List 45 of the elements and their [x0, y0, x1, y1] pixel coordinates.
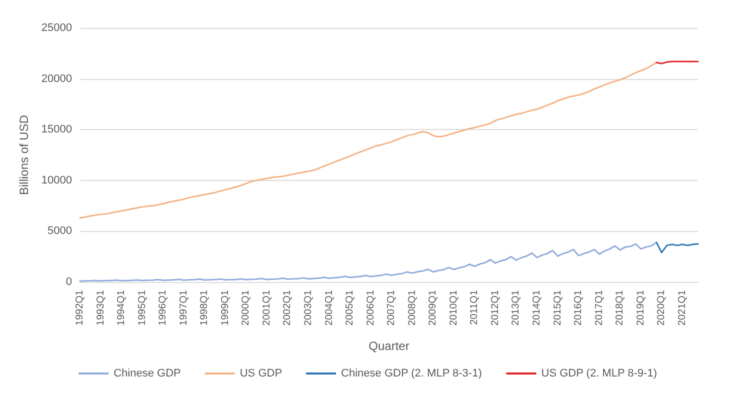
x-tick-label: 1992Q1 — [74, 290, 86, 326]
line-series — [79, 242, 658, 282]
y-tick-label: 15000 — [41, 124, 72, 136]
x-tick-label: 1999Q1 — [220, 290, 231, 326]
x-tick-label: 2016Q1 — [573, 290, 584, 326]
y-tick-label: 25000 — [41, 22, 72, 34]
line-series — [79, 62, 658, 219]
x-tick-label: 2021Q1 — [676, 290, 688, 326]
x-tick-label: 2017Q1 — [594, 290, 605, 326]
x-tick-label: 2014Q1 — [532, 290, 543, 326]
y-tick-label: 10000 — [41, 174, 72, 186]
x-axis-title: Quarter — [368, 339, 410, 353]
y-tick-label: 20000 — [41, 72, 72, 85]
x-tick-label: 1996Q1 — [158, 290, 169, 326]
x-tick-label: 2018Q1 — [614, 290, 626, 326]
x-tick-label: 2010Q1 — [448, 290, 460, 326]
x-tick-label: 1998Q1 — [199, 290, 210, 326]
x-tick-label: 2013Q1 — [510, 290, 522, 326]
line-series — [656, 242, 699, 254]
y-tick-label: 5000 — [48, 225, 72, 238]
legend-label: Chinese GDP (2. MLP 8-3-1) — [341, 368, 482, 380]
x-tick-label: 2001Q1 — [261, 290, 272, 326]
x-tick-label: 2004Q1 — [324, 290, 335, 326]
x-tick-label: 1994Q1 — [116, 290, 128, 326]
legend-label: US GDP — [240, 368, 282, 380]
x-tick-label: 2002Q1 — [282, 290, 294, 326]
x-tick-label: 2009Q1 — [428, 290, 439, 326]
x-tick-label: 2019Q1 — [635, 290, 646, 326]
x-tick-label: 2012Q1 — [490, 290, 501, 326]
legend-label: Chinese GDP — [114, 368, 181, 380]
x-tick-label: 2015Q1 — [552, 290, 564, 326]
x-tick-label: 2007Q1 — [386, 290, 398, 326]
x-tick-label: 2003Q1 — [303, 290, 314, 326]
x-tick-label: 1993Q1 — [95, 290, 106, 326]
x-tick-label: 1995Q1 — [136, 290, 148, 326]
y-axis-title: Billions of USD — [17, 114, 31, 196]
x-tick-label: 1997Q1 — [178, 290, 190, 326]
x-tick-label: 2000Q1 — [240, 290, 252, 326]
x-tick-label: 2020Q1 — [656, 290, 668, 326]
x-tick-label: 2011Q1 — [469, 290, 480, 325]
legend-label: US GDP (2. MLP 8-9-1) — [541, 368, 657, 380]
y-tick-label: 0 — [66, 276, 72, 288]
x-tick-label: 2008Q1 — [406, 290, 418, 326]
x-tick-label: 2006Q1 — [365, 290, 376, 326]
x-tick-label: 2005Q1 — [344, 290, 356, 326]
